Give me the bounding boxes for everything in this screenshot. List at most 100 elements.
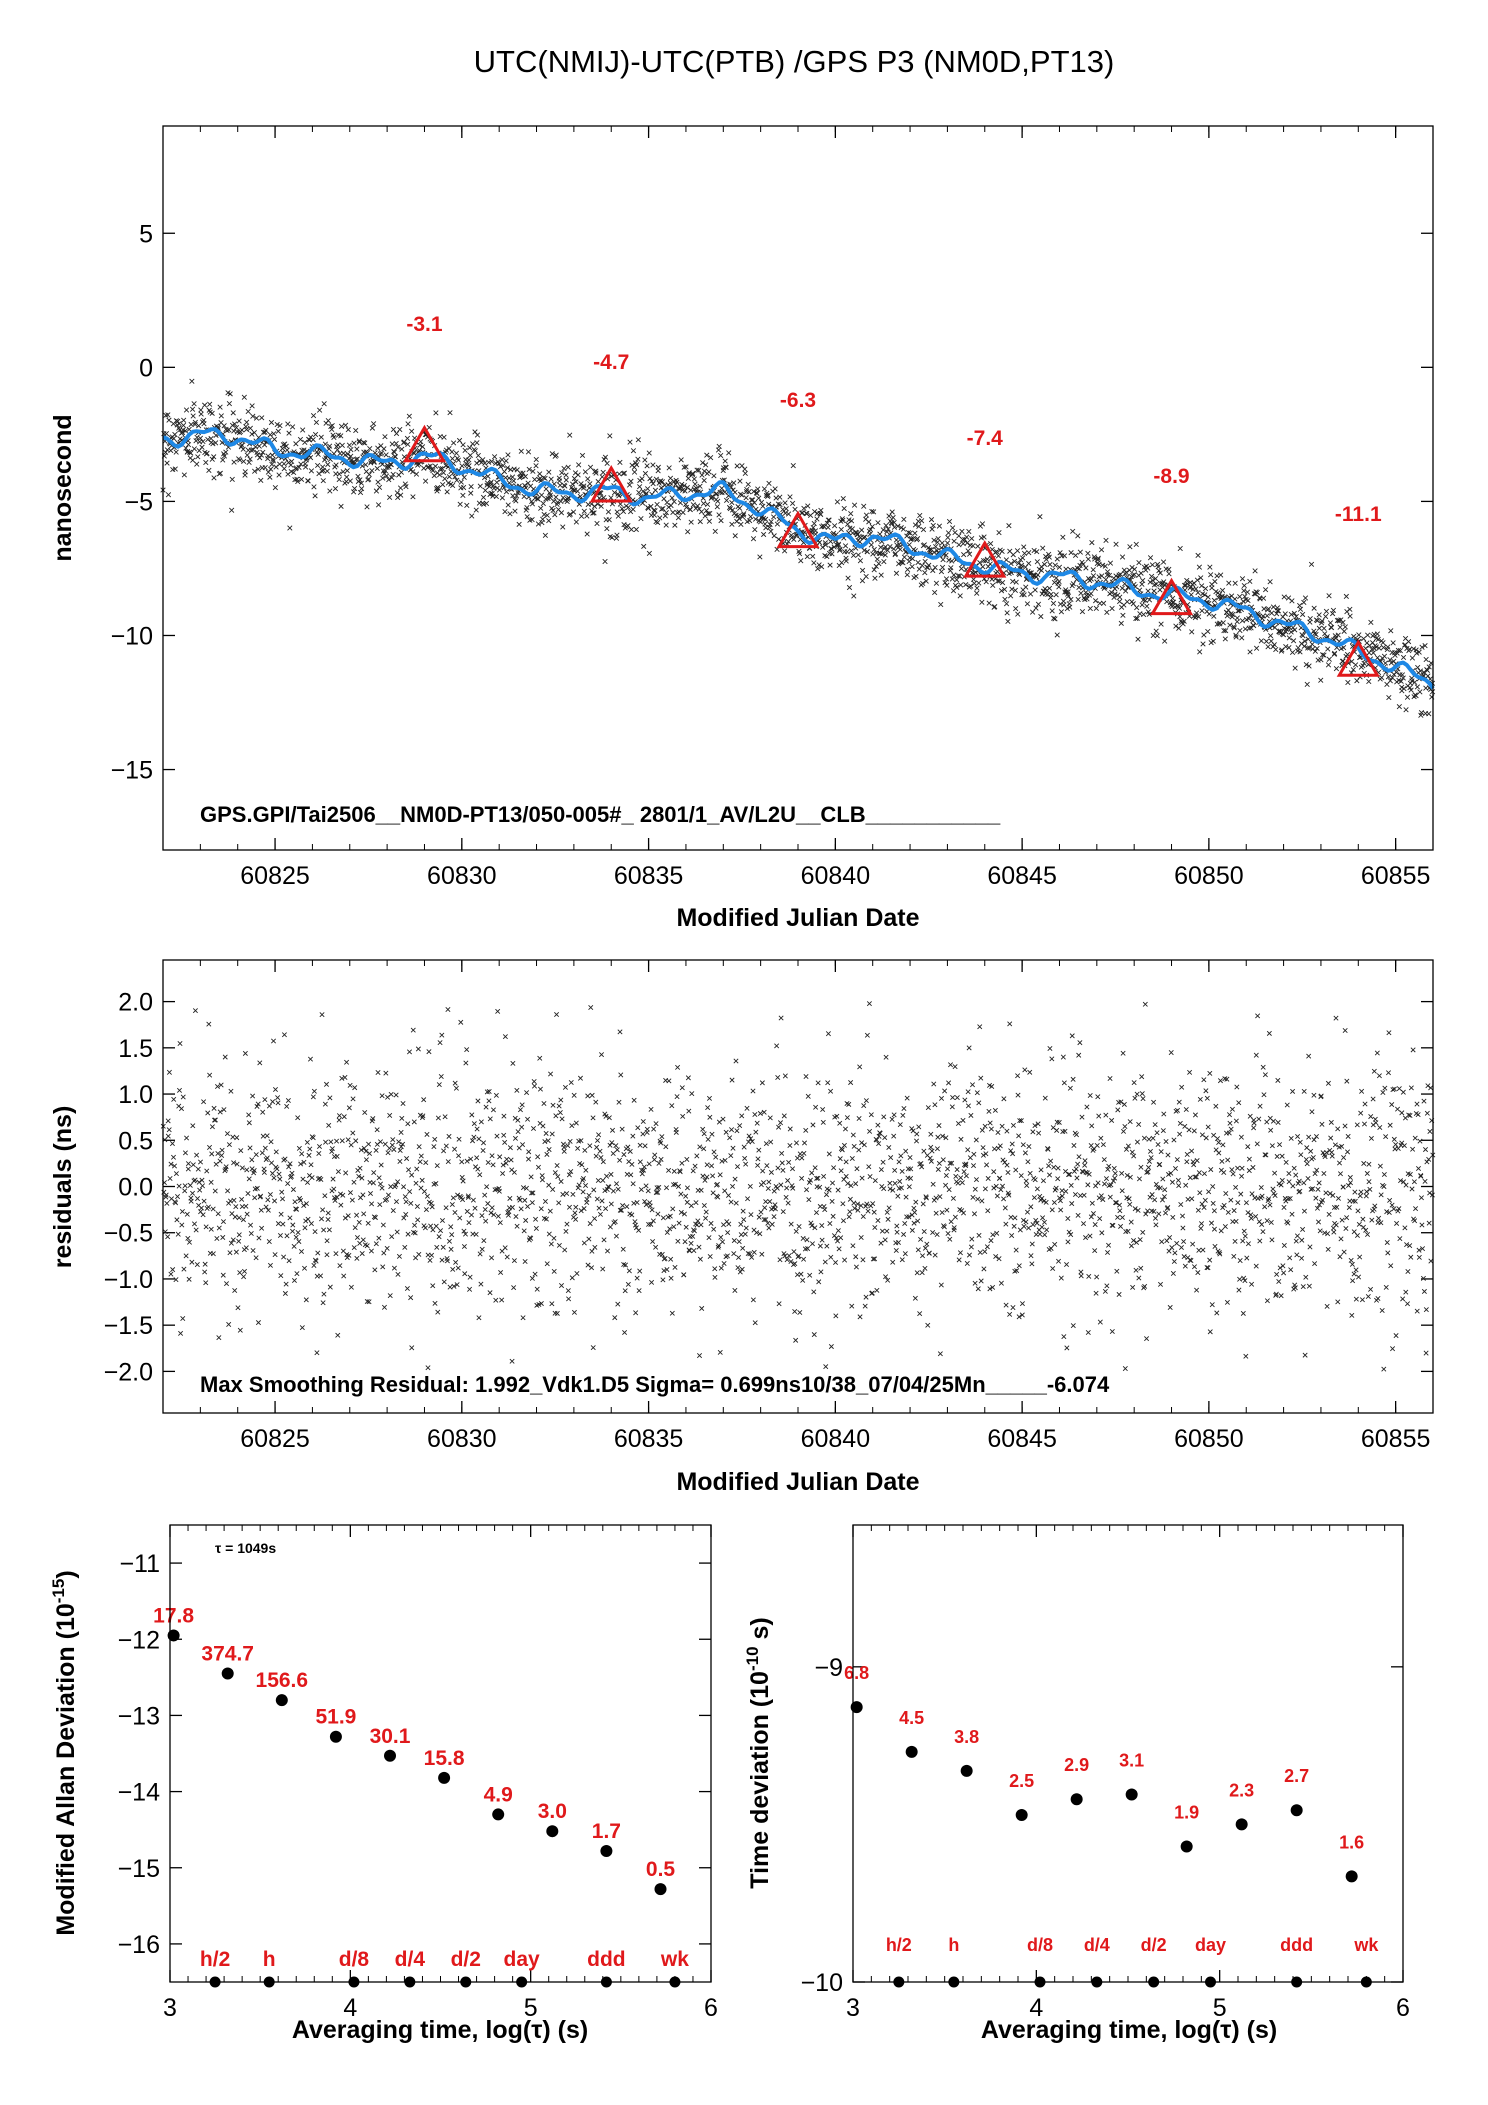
res-data-point bbox=[688, 1240, 694, 1246]
res-data-point bbox=[1351, 1271, 1357, 1277]
ts-data-point bbox=[999, 579, 1006, 586]
res-data-point bbox=[327, 1284, 333, 1290]
res-ytick-label: 0.5 bbox=[118, 1127, 153, 1155]
res-data-point bbox=[1183, 1182, 1189, 1188]
ts-data-point bbox=[211, 475, 217, 481]
res-data-point bbox=[1095, 1180, 1101, 1186]
ts-data-point bbox=[1160, 559, 1167, 565]
ts-data-point bbox=[522, 473, 529, 480]
ts-data-point bbox=[226, 400, 233, 407]
ts-data-point bbox=[1407, 680, 1414, 686]
ts-data-point bbox=[253, 415, 260, 421]
ts-data-point bbox=[912, 522, 919, 528]
res-data-point bbox=[275, 1100, 281, 1106]
res-data-point bbox=[821, 1203, 827, 1209]
ts-data-point bbox=[482, 460, 488, 466]
res-data-point bbox=[443, 1143, 449, 1149]
res-data-point bbox=[556, 1103, 562, 1109]
res-data-point bbox=[990, 1232, 996, 1238]
ts-data-point bbox=[726, 450, 732, 456]
res-data-point bbox=[352, 1085, 358, 1091]
res-data-point bbox=[1069, 1033, 1075, 1039]
ts-data-point bbox=[1026, 550, 1032, 556]
ts-data-point bbox=[529, 501, 536, 507]
res-data-point bbox=[1408, 1085, 1414, 1091]
res-data-point bbox=[369, 1201, 375, 1207]
res-data-point bbox=[1121, 1101, 1127, 1107]
res-data-point bbox=[268, 1139, 274, 1145]
res-data-point bbox=[228, 1240, 234, 1246]
ts-data-point bbox=[1393, 669, 1400, 675]
ts-data-point bbox=[584, 513, 590, 519]
ts-data-point bbox=[262, 465, 268, 471]
ts-data-point bbox=[542, 475, 548, 481]
res-data-point bbox=[1240, 1238, 1246, 1244]
res-data-point bbox=[846, 1214, 852, 1220]
res-data-point bbox=[655, 1211, 661, 1217]
ts-data-point bbox=[602, 558, 608, 565]
ts-data-point bbox=[418, 439, 424, 445]
ts-data-point bbox=[381, 446, 387, 452]
res-data-point bbox=[1026, 1144, 1032, 1150]
res-data-point bbox=[950, 1095, 956, 1101]
res-data-point bbox=[564, 1221, 570, 1227]
res-data-point bbox=[1286, 1179, 1292, 1185]
res-data-point bbox=[211, 1117, 218, 1123]
res-data-point bbox=[897, 1122, 903, 1128]
res-data-point bbox=[733, 1058, 739, 1064]
time-series-panel: 60825 60830 60835 60840 60845 60850 6085550−5−… bbox=[49, 125, 1436, 932]
ts-data-point bbox=[681, 483, 687, 489]
ts-data-point bbox=[547, 492, 554, 498]
ts-data-point bbox=[598, 503, 604, 509]
res-data-point bbox=[571, 1309, 577, 1315]
res-data-point bbox=[550, 1186, 556, 1192]
ts-data-point bbox=[933, 543, 939, 550]
ts-data-point bbox=[773, 495, 779, 501]
res-data-point bbox=[1224, 1299, 1230, 1305]
ts-data-point bbox=[666, 465, 672, 471]
ts-marker-triangle bbox=[589, 464, 633, 503]
ts-data-point bbox=[700, 460, 706, 466]
ts-data-point bbox=[1021, 544, 1027, 550]
ts-data-point bbox=[633, 526, 639, 533]
ts-data-point bbox=[862, 534, 868, 540]
ts-data-point bbox=[575, 472, 581, 478]
res-data-point bbox=[1075, 1161, 1081, 1167]
ts-data-point bbox=[1366, 678, 1372, 685]
res-data-point bbox=[938, 1095, 945, 1101]
ts-data-point bbox=[930, 522, 936, 529]
res-data-point bbox=[1051, 1164, 1057, 1170]
ts-data-point bbox=[573, 479, 579, 485]
ts-data-point bbox=[1261, 606, 1267, 612]
res-data-point bbox=[582, 1147, 588, 1153]
res-data-point bbox=[304, 1139, 310, 1145]
res-data-point bbox=[436, 1082, 442, 1088]
res-data-point bbox=[445, 1006, 451, 1013]
ts-data-point bbox=[524, 505, 530, 511]
ts-data-point bbox=[1342, 624, 1348, 630]
res-data-point bbox=[1310, 1155, 1316, 1161]
res-data-point bbox=[745, 1196, 751, 1202]
res-data-point bbox=[743, 1161, 749, 1167]
res-data-point bbox=[779, 1160, 785, 1166]
ts-data-point bbox=[706, 518, 713, 524]
ts-data-point bbox=[359, 486, 365, 492]
ts-data-point bbox=[760, 503, 766, 509]
res-data-point bbox=[604, 1248, 611, 1254]
ts-data-point bbox=[1400, 675, 1406, 681]
res-data-point bbox=[534, 1286, 540, 1292]
res-data-point bbox=[1360, 1224, 1366, 1230]
ts-data-point bbox=[732, 533, 738, 539]
ts-data-point bbox=[848, 548, 855, 554]
ts-data-point bbox=[213, 432, 219, 438]
ts-data-point bbox=[204, 450, 210, 456]
res-data-point bbox=[653, 1244, 659, 1250]
ts-data-point bbox=[1224, 613, 1230, 619]
res-data-point bbox=[456, 1153, 462, 1159]
res-data-point bbox=[279, 1189, 285, 1195]
ts-data-point bbox=[1090, 567, 1096, 573]
res-data-point bbox=[902, 1220, 908, 1227]
res-data-point bbox=[1078, 1273, 1084, 1279]
res-data-point bbox=[489, 1153, 495, 1159]
res-data-point bbox=[326, 1122, 332, 1128]
